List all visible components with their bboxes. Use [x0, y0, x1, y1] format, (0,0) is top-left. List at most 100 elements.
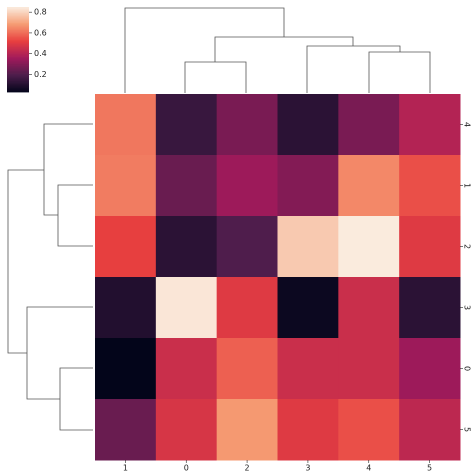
colorbar-segment: [7, 62, 29, 65]
colorbar-segment: [7, 18, 29, 21]
colorbar-segment: [7, 7, 29, 9]
heatmap-cell: [277, 277, 339, 339]
colorbar-segment: [7, 15, 29, 18]
colorbar-segment: [7, 31, 29, 33]
colorbar-segment: [7, 25, 29, 28]
colorbar: 0.2 0.4 0.6 0.8: [7, 7, 47, 93]
row-dendrogram: [7, 123, 93, 431]
column-dendrogram: [124, 7, 431, 93]
colorbar-tick-label: 0.4: [34, 49, 47, 58]
colorbar-segment: [7, 73, 29, 76]
heatmap-cell: [399, 216, 461, 278]
y-tick-label: 4: [463, 122, 472, 127]
heatmap-cell: [95, 155, 157, 217]
x-tick-label: 1: [123, 464, 128, 473]
heatmap-cell: [216, 277, 278, 339]
heatmap-cell: [338, 277, 400, 339]
colorbar-segment: [7, 21, 29, 23]
heatmap-cell: [399, 399, 461, 461]
heatmap-cell: [216, 399, 278, 461]
colorbar-segment: [7, 14, 29, 16]
heatmap-cell: [399, 155, 461, 217]
colorbar-segment: [7, 42, 29, 45]
colorbar-segment: [7, 59, 29, 62]
colorbar-segment: [7, 79, 29, 82]
heatmap-cell: [95, 94, 157, 156]
colorbar-tick-label: 0.6: [34, 28, 47, 37]
colorbar-segment: [7, 8, 29, 11]
colorbar-segment: [7, 80, 29, 83]
heatmap-cell: [95, 277, 157, 339]
colorbar-segment: [7, 41, 29, 43]
heatmap-cell: [338, 155, 400, 217]
colorbar-segment: [7, 63, 29, 66]
heatmap-cell: [399, 277, 461, 339]
colorbar-segment: [7, 84, 29, 87]
heatmap-cell: [95, 399, 157, 461]
heatmap-cell: [277, 94, 339, 156]
colorbar-segment: [7, 26, 29, 29]
colorbar-segment: [7, 69, 29, 72]
heatmap-cell: [338, 94, 400, 156]
colorbar-segment: [7, 36, 29, 39]
colorbar-segment: [7, 35, 29, 38]
colorbar-segment: [7, 70, 29, 73]
colorbar-segment: [7, 38, 29, 40]
colorbar-segment: [7, 66, 29, 69]
colorbar-segment: [7, 83, 29, 86]
colorbar-segment: [7, 53, 29, 56]
colorbar-segment: [7, 49, 29, 52]
x-tick-label: 0: [184, 464, 189, 473]
heatmap-cell: [216, 338, 278, 400]
heatmap-cell: [399, 94, 461, 156]
colorbar-segment: [7, 28, 29, 31]
y-tick-label: 3: [463, 305, 472, 310]
x-tick-label: 4: [366, 464, 371, 473]
colorbar-segment: [7, 39, 29, 42]
colorbar-segment: [7, 89, 29, 91]
x-tick-label: 2: [245, 464, 250, 473]
colorbar-segment: [7, 33, 29, 36]
heatmap-cell: [155, 216, 218, 278]
heatmap-cell: [277, 216, 339, 278]
colorbar-segment: [7, 55, 29, 57]
colorbar-segment: [7, 76, 29, 79]
heatmap-cell: [216, 94, 278, 156]
heatmap-cell: [277, 155, 339, 217]
heatmap-cell: [277, 399, 339, 461]
colorbar-segment: [7, 29, 29, 32]
colorbar-segment: [7, 60, 29, 63]
colorbar-segment: [7, 86, 29, 89]
colorbar-segment: [7, 50, 29, 53]
heatmap-cell: [338, 399, 400, 461]
heatmap-cell: [399, 338, 461, 400]
heatmap-cell: [95, 338, 157, 400]
y-tick-label: 0: [463, 366, 472, 371]
heatmap-cell: [216, 216, 278, 278]
colorbar-tick-label: 0.8: [34, 8, 47, 17]
y-tick-label: 1: [463, 183, 472, 188]
colorbar-segment: [7, 87, 29, 90]
colorbar-segment: [7, 56, 29, 59]
colorbar-segment: [7, 67, 29, 70]
colorbar-segment: [7, 65, 29, 67]
heatmap-cell: [95, 216, 157, 278]
x-tick-label: 3: [305, 464, 310, 473]
y-tick-label: 2: [463, 244, 472, 249]
heatmap-cell: [155, 277, 218, 339]
heatmap-cell: [155, 399, 218, 461]
colorbar-segment: [7, 43, 29, 46]
colorbar-segment: [7, 90, 29, 93]
colorbar-tick-label: 0.2: [34, 70, 47, 79]
colorbar-segment: [7, 24, 29, 26]
colorbar-segment: [7, 52, 29, 55]
colorbar-segment: [7, 9, 29, 12]
heatmap-cell: [155, 155, 218, 217]
heatmap-cell: [216, 155, 278, 217]
colorbar-segment: [7, 32, 29, 35]
heatmap-cell: [338, 216, 400, 278]
colorbar-segment: [7, 82, 29, 84]
heatmap-cell: [155, 338, 218, 400]
colorbar-segment: [7, 16, 29, 19]
